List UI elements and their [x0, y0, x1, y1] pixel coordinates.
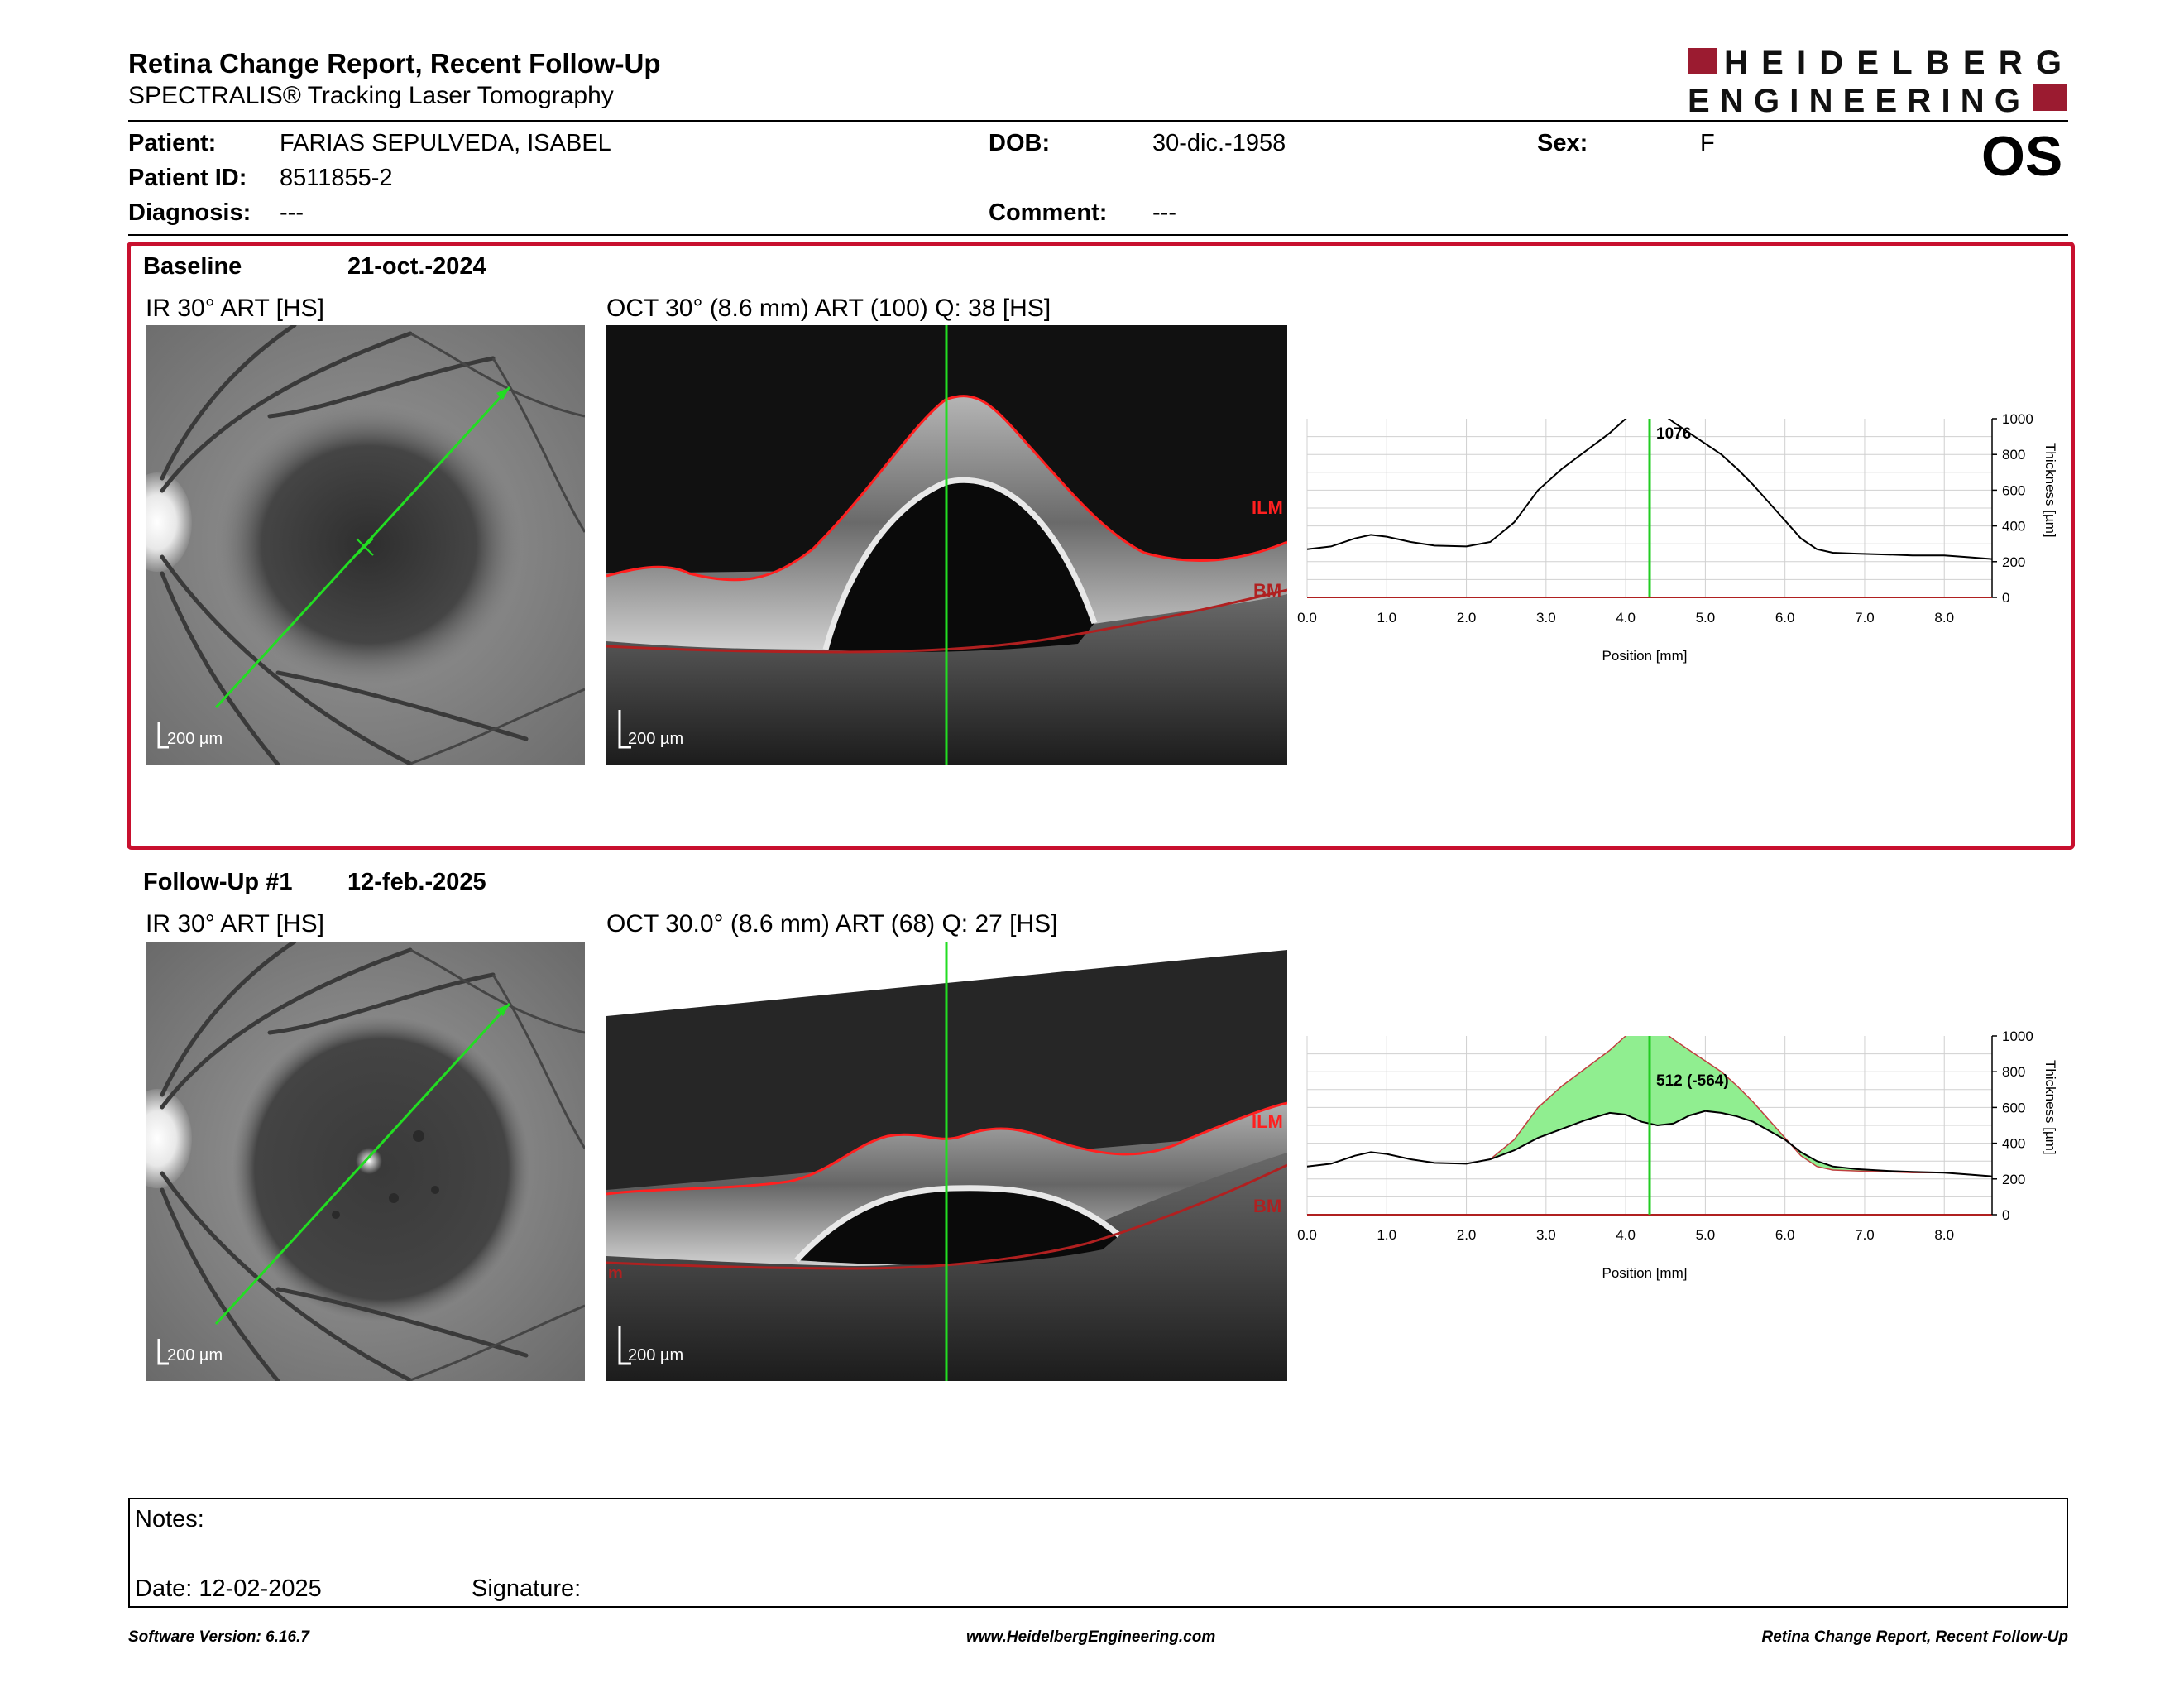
- x-tick-label: 7.0: [1855, 1227, 1875, 1243]
- signature-label: Signature:: [472, 1575, 582, 1602]
- followup-oct-scale: 200 µm: [628, 1346, 683, 1364]
- eye-label: OS: [1981, 125, 2063, 188]
- thickness-series-line: [1307, 419, 1992, 560]
- baseline-bm-label: BM: [1253, 580, 1281, 601]
- patient-name: FARIAS SEPULVEDA, ISABEL: [280, 130, 611, 156]
- followup-bm-label: BM: [1253, 1196, 1281, 1216]
- x-tick-label: 5.0: [1696, 1227, 1716, 1243]
- baseline-oct-scale: 200 µm: [628, 730, 683, 748]
- sex-label: Sex:: [1537, 130, 1588, 156]
- y-tick-label: 400: [2002, 1136, 2025, 1152]
- y-tick-label: 0: [2002, 590, 2009, 606]
- followup-ir-image: 200 µm: [146, 942, 585, 1381]
- followup-thickness-chart: 0.0 1.0 2.0 3.0 4.0 5.0 6.0 7.0 8.0 0 200 400 600 800…: [1297, 1029, 2058, 1281]
- y-tick-label: 200: [2002, 554, 2025, 570]
- notes-label: Notes:: [135, 1506, 204, 1532]
- x-tick-label: 3.0: [1536, 1227, 1556, 1243]
- comment-value: ---: [1152, 199, 1176, 226]
- heidelberg-logo: HEIDELBERG ENGINEERING: [1688, 45, 2068, 119]
- followup-series-line: [1307, 1110, 1992, 1177]
- patient-rule: [128, 234, 2068, 236]
- x-tick-label: 1.0: [1377, 1227, 1396, 1243]
- marker-value-label: 512 (-564): [1656, 1072, 1729, 1090]
- header-rule: [128, 120, 2068, 122]
- dob-value: 30-dic.-1958: [1152, 130, 1286, 156]
- comment-label: Comment:: [989, 199, 1108, 226]
- x-tick-label: 6.0: [1775, 610, 1795, 626]
- x-tick-label: 8.0: [1934, 1227, 1954, 1243]
- x-tick-label: 1.0: [1377, 610, 1396, 626]
- y-tick-label: 600: [2002, 482, 2025, 498]
- diagnosis-value: ---: [280, 199, 304, 226]
- x-tick-label: 7.0: [1855, 610, 1875, 626]
- x-tick-label: 2.0: [1457, 1227, 1477, 1243]
- followup-ilm-label: ILM: [1252, 1111, 1283, 1132]
- notes-date: Date: 12-02-2025: [135, 1575, 322, 1602]
- y-tick-label: 600: [2002, 1100, 2025, 1115]
- baseline-chart-xlabel: Position [mm]: [1602, 648, 1688, 664]
- baseline-oct-image: ILM BM 200 µm: [606, 325, 1287, 765]
- logo-line2: ENGINEERING: [1688, 83, 2024, 116]
- followup-chart-xlabel: Position [mm]: [1602, 1265, 1688, 1281]
- y-tick-label: 800: [2002, 447, 2025, 463]
- x-tick-label: 8.0: [1934, 610, 1954, 626]
- y-tick-label: 400: [2002, 519, 2025, 535]
- x-tick-label: 0.0: [1297, 1227, 1317, 1243]
- baseline-chart-ylabel: Thickness [µm]: [2043, 443, 2058, 538]
- y-tick-label: 800: [2002, 1064, 2025, 1080]
- x-tick-label: 6.0: [1775, 1227, 1795, 1243]
- x-tick-label: 3.0: [1536, 610, 1556, 626]
- followup-ir-scale: 200 µm: [167, 1346, 223, 1364]
- baseline-ilm-label: ILM: [1252, 497, 1283, 518]
- followup-edge-label: m: [608, 1264, 623, 1283]
- footer-software-version: Software Version: 6.16.7: [128, 1628, 309, 1646]
- followup-oct-image: ILM BM m 200 µm: [606, 942, 1287, 1381]
- logo-line1: HEIDELBERG: [1724, 46, 2065, 81]
- notes-box: [128, 1498, 2068, 1608]
- x-tick-label: 5.0: [1696, 610, 1716, 626]
- baseline-ir-scale: 200 µm: [167, 730, 223, 748]
- diagnosis-label: Diagnosis:: [128, 199, 251, 226]
- footer-report-name: Retina Change Report, Recent Follow-Up: [1761, 1628, 2068, 1646]
- sex-value: F: [1700, 130, 1715, 156]
- baseline-thickness-chart: 0.0 1.0 2.0 3.0 4.0 5.0 6.0 7.0 8.0 0 200 400 600 800…: [1297, 411, 2058, 664]
- x-tick-label: 4.0: [1616, 1227, 1636, 1243]
- marker-value-label: 1076: [1656, 425, 1691, 443]
- y-tick-label: 0: [2002, 1207, 2009, 1223]
- x-tick-label: 4.0: [1616, 610, 1636, 626]
- report-subtitle: SPECTRALIS® Tracking Laser Tomography: [128, 82, 614, 109]
- dob-label: DOB:: [989, 130, 1051, 156]
- patient-name-label: Patient:: [128, 130, 217, 156]
- patient-id: 8511855-2: [280, 165, 393, 191]
- y-tick-label: 1000: [2002, 1029, 2033, 1044]
- baseline-label: Baseline: [143, 253, 242, 280]
- x-tick-label: 2.0: [1457, 610, 1477, 626]
- report-title: Retina Change Report, Recent Follow-Up: [128, 48, 661, 79]
- followup-chart-ylabel: Thickness [µm]: [2043, 1060, 2058, 1155]
- y-tick-label: 1000: [2002, 411, 2033, 427]
- baseline-section: [127, 242, 2075, 850]
- baseline-oct-title: OCT 30° (8.6 mm) ART (100) Q: 38 [HS]: [606, 295, 1051, 322]
- baseline-ir-image: 200 µm: [146, 325, 585, 765]
- footer-website[interactable]: www.HeidelbergEngineering.com: [966, 1628, 1216, 1646]
- y-tick-label: 200: [2002, 1172, 2025, 1187]
- followup-ir-title: IR 30° ART [HS]: [146, 910, 324, 938]
- followup-oct-title: OCT 30.0° (8.6 mm) ART (68) Q: 27 [HS]: [606, 910, 1058, 938]
- baseline-date: 21-oct.-2024: [347, 253, 486, 280]
- baseline-ir-title: IR 30° ART [HS]: [146, 295, 324, 322]
- patient-id-label: Patient ID:: [128, 165, 247, 191]
- followup-date: 12-feb.-2025: [347, 869, 486, 895]
- followup-label: Follow-Up #1: [143, 869, 293, 895]
- x-tick-label: 0.0: [1297, 610, 1317, 626]
